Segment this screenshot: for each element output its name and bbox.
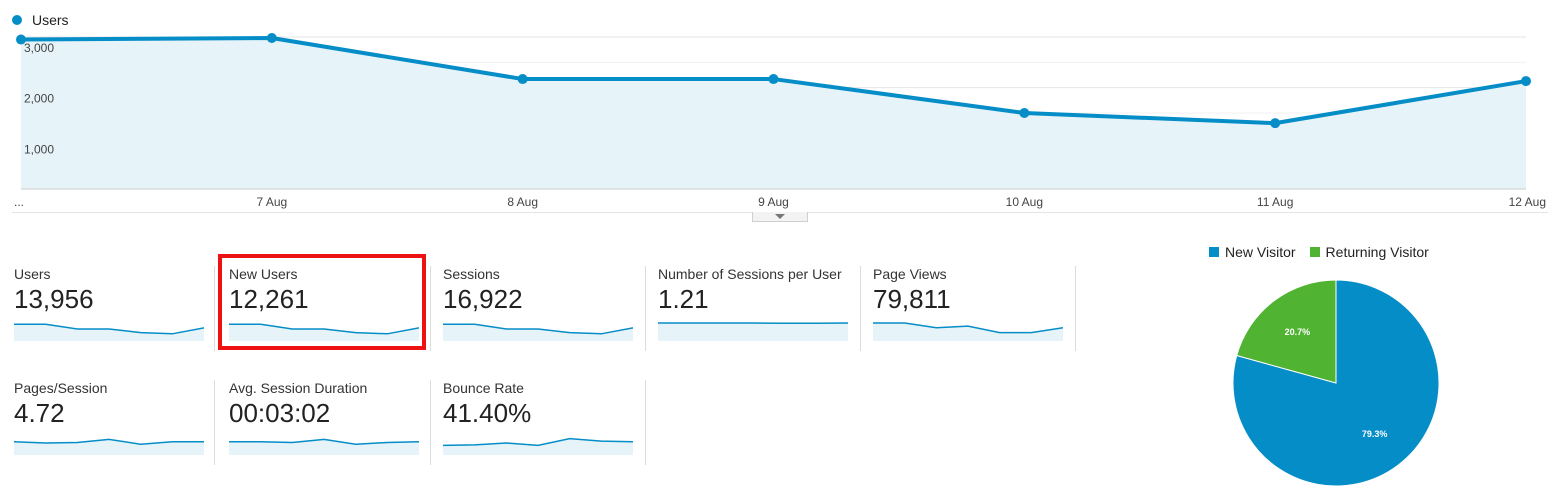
metric-users[interactable]: Users 13,956 [12, 265, 212, 353]
pie-legend-label: New Visitor [1225, 244, 1296, 260]
sparkline-area [443, 324, 633, 341]
data-point[interactable] [1019, 108, 1030, 118]
metric-sparkline [14, 438, 204, 455]
metric-sparkline [873, 322, 1063, 341]
x-tick-label: 9 Aug [758, 195, 789, 209]
data-point[interactable] [517, 74, 528, 85]
metric-sparkline [658, 322, 848, 341]
metric-value: 79,811 [873, 284, 951, 314]
metric-sparkline [14, 323, 204, 341]
metric-new-users[interactable]: New Users 12,261 [227, 265, 427, 353]
data-point[interactable] [16, 34, 26, 45]
users-line-chart: 3,000 2,000 1,000... 7 Aug 8 Aug 9 Aug 10 Aug 1… [14, 33, 1546, 209]
sparkline-line [229, 323, 419, 335]
metric-label: Number of Sessions per User [658, 266, 842, 282]
sparkline-area [658, 323, 848, 341]
legend-swatch-icon [1209, 247, 1219, 257]
data-point[interactable] [1270, 118, 1281, 129]
metric-value: 13,956 [14, 284, 94, 314]
chart-legend: Users [12, 12, 69, 28]
metric-separator [645, 380, 646, 465]
highlight-box [218, 254, 426, 350]
metric-value: 4.72 [14, 398, 65, 428]
metric-label: Users [14, 266, 51, 282]
sparkline-line [229, 438, 419, 445]
metric-pages-per-session[interactable]: Pages/Session 4.72 [12, 379, 212, 467]
metric-separator [860, 266, 861, 351]
metric-separator [430, 266, 431, 351]
metric-label: Page Views [873, 266, 947, 282]
x-tick-label: 11 Aug [1257, 195, 1293, 209]
data-point[interactable] [266, 33, 277, 44]
metric-avg-session-duration[interactable]: Avg. Session Duration 00:03:02 [227, 379, 427, 467]
metric-sessions-per-user[interactable]: Number of Sessions per User 1.21 [656, 265, 856, 353]
legend-label: Users [32, 12, 69, 28]
metric-label: Avg. Session Duration [229, 380, 368, 396]
sparkline-line [443, 323, 633, 335]
metric-value: 1.21 [658, 284, 709, 314]
x-tick-label: 12 Aug [1509, 195, 1546, 209]
metric-value: 00:03:02 [229, 398, 331, 428]
metric-label: New Users [229, 266, 298, 282]
pie-slice[interactable] [1236, 279, 1337, 384]
data-point[interactable] [768, 74, 779, 85]
pie-slice-label: 79.3% [1362, 429, 1388, 439]
metric-separator [214, 266, 215, 351]
sparkline-line [873, 322, 1063, 334]
data-point[interactable] [1521, 76, 1531, 87]
sparkline-area [229, 324, 419, 341]
x-tick-label: 8 Aug [507, 195, 538, 209]
y-tick-label: 2,000 [24, 92, 54, 106]
chart-collapse-toggle[interactable] [752, 212, 808, 222]
legend-swatch-icon [1309, 247, 1320, 257]
metric-sparkline [443, 437, 633, 455]
metric-page-views[interactable]: Page Views 79,811 [871, 265, 1071, 353]
pie-legend: New Visitor Returning Visitor [1209, 244, 1443, 260]
pie-legend-item[interactable]: Returning Visitor [1309, 244, 1429, 260]
metric-sessions[interactable]: Sessions 16,922 [441, 265, 641, 353]
x-tick-label: 10 Aug [1006, 195, 1043, 209]
series-area [21, 38, 1526, 189]
pie-slice-label: 20.7% [1285, 327, 1311, 337]
metric-separator [1075, 266, 1076, 351]
metric-label: Bounce Rate [443, 380, 524, 396]
metric-separator [645, 266, 646, 351]
sparkline-area [443, 438, 633, 455]
metric-sparkline [229, 323, 419, 341]
metric-separator [214, 380, 215, 465]
metric-bounce-rate[interactable]: Bounce Rate 41.40% [441, 379, 641, 467]
legend-dot-icon [12, 15, 22, 25]
metric-value: 16,922 [443, 284, 523, 314]
x-tick-label: ... [14, 195, 24, 209]
visitor-pie-chart: 79.3% 20.7% [1232, 279, 1440, 487]
metric-label: Sessions [443, 266, 500, 282]
metric-sparkline [229, 438, 419, 455]
chevron-down-icon [775, 214, 785, 219]
metric-sparkline [443, 323, 633, 341]
pie-legend-item[interactable]: New Visitor [1209, 244, 1296, 260]
sparkline-line [14, 323, 204, 335]
sparkline-area [229, 439, 419, 455]
x-tick-label: 7 Aug [256, 195, 287, 209]
pie-legend-label: Returning Visitor [1325, 244, 1429, 260]
sparkline-area [873, 323, 1063, 341]
sparkline-area [14, 324, 204, 341]
y-tick-label: 3,000 [24, 41, 54, 55]
metric-value: 12,261 [229, 284, 309, 314]
metric-value: 41.40% [443, 398, 532, 428]
sparkline-line [14, 438, 204, 445]
metric-separator [430, 380, 431, 465]
y-tick-label: 1,000 [24, 142, 54, 156]
metric-label: Pages/Session [14, 380, 108, 396]
sparkline-line [443, 437, 633, 447]
